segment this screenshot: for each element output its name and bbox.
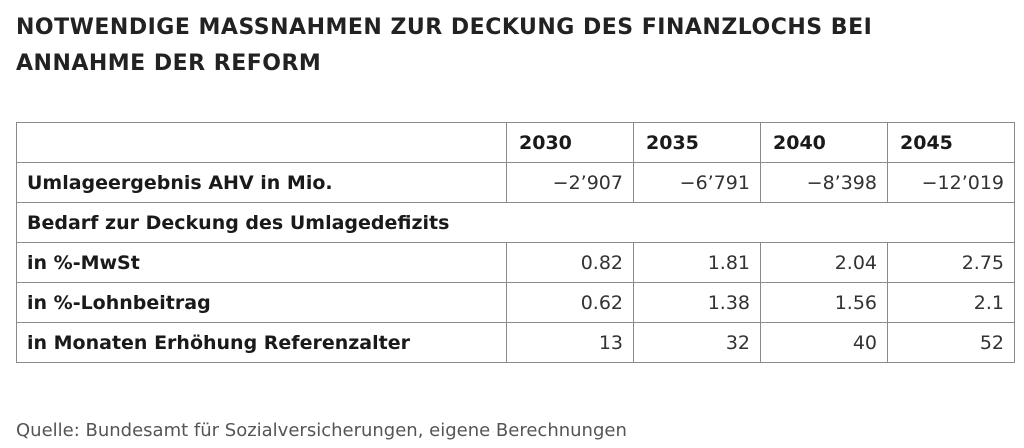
- header-year: 2030: [506, 122, 634, 163]
- table-row: in %-MwSt 0.82 1.81 2.04 2.75: [16, 242, 1015, 283]
- table-cell: 0.62: [506, 282, 634, 323]
- table-cell: 1.81: [633, 242, 761, 283]
- table-cell: 2.04: [760, 242, 888, 283]
- table-cell: 2.1: [887, 282, 1015, 323]
- table-cell: −12’019: [887, 162, 1015, 203]
- table-cell: 52: [887, 322, 1015, 363]
- table-cell: 1.56: [760, 282, 888, 323]
- table-section-row: Bedarf zur Deckung des Umlagedefizits: [16, 202, 1015, 243]
- header-year: 2035: [633, 122, 761, 163]
- table-cell: −6’791: [633, 162, 761, 203]
- row-label: in Monaten Erhöhung Referenzalter: [16, 322, 507, 363]
- header-corner: [16, 122, 507, 163]
- header-year: 2045: [887, 122, 1015, 163]
- row-label: in %-MwSt: [16, 242, 507, 283]
- source-note: Quelle: Bundesamt für Sozialversicherung…: [16, 420, 627, 441]
- title-line-2: ANNAHME DER REFORM: [16, 51, 322, 76]
- table-cell: 0.82: [506, 242, 634, 283]
- table-cell: 40: [760, 322, 888, 363]
- table-cell: −2’907: [506, 162, 634, 203]
- table-cell: 2.75: [887, 242, 1015, 283]
- section-label: Bedarf zur Deckung des Umlagedefizits: [16, 202, 1015, 243]
- page-title: NOTWENDIGE MASSNAHMEN ZUR DECKUNG DES FI…: [16, 10, 1006, 82]
- table-cell: 32: [633, 322, 761, 363]
- title-line-1: NOTWENDIGE MASSNAHMEN ZUR DECKUNG DES FI…: [16, 15, 873, 40]
- row-label: Umlageergebnis AHV in Mio.: [16, 162, 507, 203]
- table-row: in Monaten Erhöhung Referenzalter 13 32 …: [16, 322, 1015, 363]
- row-label: in %-Lohnbeitrag: [16, 282, 507, 323]
- table-row: in %-Lohnbeitrag 0.62 1.38 1.56 2.1: [16, 282, 1015, 323]
- header-year: 2040: [760, 122, 888, 163]
- table-row: Umlageergebnis AHV in Mio. −2’907 −6’791…: [16, 162, 1015, 203]
- data-table: 2030 2035 2040 2045 Umlageergebnis AHV i…: [16, 122, 1015, 363]
- table-cell: 1.38: [633, 282, 761, 323]
- table-header-row: 2030 2035 2040 2045: [16, 122, 1015, 163]
- table-cell: 13: [506, 322, 634, 363]
- table-cell: −8’398: [760, 162, 888, 203]
